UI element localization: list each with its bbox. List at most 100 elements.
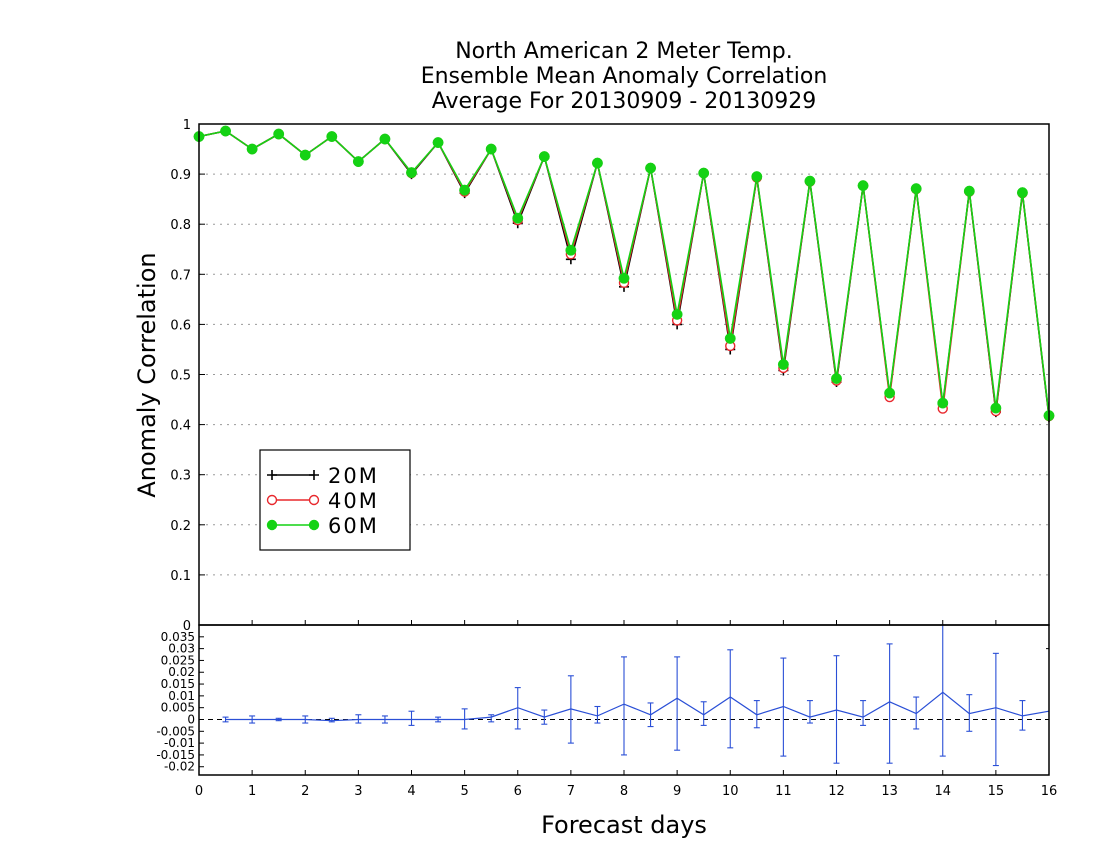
data-point (538, 151, 550, 163)
data-point (884, 387, 896, 399)
upper-series-layer (193, 125, 1055, 423)
chart-title: North American 2 Meter Temp.Ensemble Mea… (421, 39, 828, 114)
legend-entry-40M: 40M (266, 489, 379, 513)
y-tick-label: 0.7 (170, 268, 191, 283)
y-tick-label: 0.9 (170, 168, 191, 183)
error-bar (647, 702, 654, 728)
x-tick-label: 15 (988, 784, 1005, 799)
x-tick-label: 13 (881, 784, 898, 799)
y-tick-label: 0.02 (168, 665, 195, 679)
x-tick-label: 8 (620, 784, 628, 799)
upper-y-ticks: 0 0.1 0.2 0.3 0.4 0.5 0.6 0.7 0.8 0.9 1 (170, 118, 205, 634)
data-point (299, 149, 311, 161)
x-tick-label: 9 (673, 784, 681, 799)
lower-difference-layer (222, 624, 1050, 767)
error-bar (541, 709, 548, 725)
data-point (485, 143, 497, 155)
data-point (831, 373, 842, 384)
error-bar (275, 717, 282, 722)
x-tick-label: 16 (1041, 784, 1058, 799)
y-tick-label: 0.015 (161, 677, 195, 691)
y-tick-label: 0.8 (170, 218, 191, 233)
y-tick-label: 0.005 (161, 701, 195, 715)
legend-label: 20M (328, 464, 379, 488)
data-point (724, 332, 736, 344)
error-bar (488, 714, 495, 723)
error-bar (833, 655, 840, 764)
x-tick-label: 2 (301, 784, 309, 799)
y-tick-label: 0.01 (168, 689, 195, 703)
x-tick-label: 1 (248, 784, 256, 799)
data-point (857, 180, 869, 192)
y-tick-label: 0.4 (170, 419, 191, 434)
y-tick-label: 0.6 (170, 318, 191, 333)
data-point (512, 212, 524, 224)
legend-marker (309, 470, 319, 480)
legend-label: 60M (328, 514, 379, 538)
error-bar (700, 701, 707, 726)
data-point (804, 175, 816, 187)
error-bar (328, 717, 335, 723)
data-point (671, 308, 683, 320)
error-bar (408, 710, 415, 726)
data-point (459, 184, 471, 196)
error-bar (806, 700, 813, 724)
x-tick-label: 5 (460, 784, 468, 799)
x-tick-label: 12 (828, 784, 845, 799)
x-tick-label: 14 (934, 784, 951, 799)
error-bar (514, 687, 521, 730)
legend-entry-60M: 60M (266, 514, 379, 538)
y-axis-label: Anomaly Correlation (133, 252, 161, 497)
legend-marker (308, 494, 320, 506)
x-tick-label: 4 (407, 784, 415, 799)
data-point (698, 167, 710, 179)
series-60M (193, 125, 1055, 422)
data-point (246, 143, 258, 155)
error-bar (594, 705, 601, 724)
y-tick-label: 0.1 (170, 569, 191, 584)
x-axis-label: Forecast days (541, 811, 707, 839)
y-tick-label: 0.3 (170, 469, 191, 484)
x-tick-label: 3 (354, 784, 362, 799)
x-tick-label: 7 (567, 784, 575, 799)
x-tick-label: 6 (514, 784, 522, 799)
chart-title-line: Average For 20130909 - 20130929 (432, 89, 817, 114)
error-bar (222, 716, 229, 723)
chart-title-line: North American 2 Meter Temp. (455, 39, 793, 64)
data-point (406, 167, 417, 179)
error-bar (621, 656, 627, 756)
data-point (432, 137, 444, 148)
legend-label: 40M (328, 489, 379, 513)
lower-y-ticks: 0.0350.030.0250.020.0150.010.0050-0.005-… (156, 630, 204, 774)
x-axis-ticks: 0 1 2 3 4 5 6 7 8 9 10 11 12 13 14 15 16 (195, 620, 1057, 799)
data-point (565, 244, 577, 256)
x-tick-label: 11 (775, 784, 792, 799)
data-point (990, 402, 1002, 414)
error-bar (567, 675, 574, 744)
data-point (963, 185, 975, 197)
error-bar (302, 715, 309, 724)
error-bar (860, 700, 867, 726)
y-tick-label: 0.03 (168, 642, 195, 656)
error-bar (1019, 700, 1026, 731)
y-tick-label: -0.015 (156, 748, 195, 762)
error-bar (913, 696, 920, 730)
data-point (352, 156, 364, 168)
legend-marker (266, 494, 278, 506)
data-point (1016, 187, 1028, 199)
y-tick-label: 0 (183, 619, 191, 634)
data-point (937, 397, 949, 409)
data-point (751, 171, 763, 183)
data-point (220, 125, 232, 137)
error-bar (355, 714, 362, 724)
plot-frames (198, 123, 1050, 776)
error-bar (727, 649, 734, 749)
x-tick-label: 0 (195, 784, 203, 799)
y-tick-label: 0 (187, 712, 195, 726)
y-tick-label: 0.035 (161, 630, 195, 644)
legend-marker (266, 519, 278, 531)
error-bar (381, 715, 388, 724)
error-bar (435, 716, 442, 723)
